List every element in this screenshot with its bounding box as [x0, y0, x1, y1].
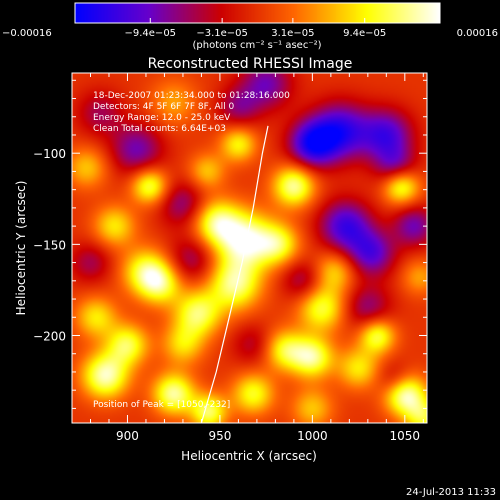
colorbar-tick-label: 3.1e−05	[271, 28, 314, 39]
colorbar-ticks: −0.00016 −9.4e−05 −3.1e−05 3.1e−05 9.4e−05 0.…	[2, 18, 498, 39]
y-tick-label: −150	[33, 238, 66, 252]
colorbar-frame	[74, 2, 441, 24]
y-tick-label: −200	[33, 330, 66, 344]
x-tick-label: 1000	[297, 429, 328, 443]
annotation-block: 18-Dec-2007 01:23:34.000 to 01:28:16.000…	[93, 91, 290, 134]
annotation-detectors: Detectors: 4F 5F 6F 7F 8F, All 0	[93, 102, 234, 112]
colorbar-tick-label: −0.00016	[2, 28, 52, 39]
colorbar-unit-label: (photons cm⁻² s⁻¹ asec⁻²)	[192, 40, 321, 51]
x-tick-label: 1050	[390, 429, 421, 443]
annotation-energy: Energy Range: 12.0 - 25.0 keV	[93, 113, 231, 123]
y-axis-label: Heliocentric Y (arcsec)	[14, 181, 28, 316]
colorbar-tick-label: −9.4e−05	[125, 28, 177, 39]
peak-position-label: Position of Peak = [1050,-232]	[93, 400, 230, 410]
x-tick-label: 900	[116, 429, 139, 443]
annotation-time: 18-Dec-2007 01:23:34.000 to 01:28:16.000	[93, 91, 290, 101]
colorbar-tick-label: −3.1e−05	[196, 28, 248, 39]
annotation-clean: Clean Total counts: 6.64E+03	[93, 124, 226, 134]
colorbar-tick-label: 9.4e−05	[343, 28, 386, 39]
plot-frame	[71, 72, 428, 424]
limb-curve	[200, 125, 269, 424]
y-tick-label: −100	[33, 147, 66, 161]
colorbar-gradient	[75, 3, 440, 23]
axis-ticks: 900 950 1000 1050 −100 −150 −200	[33, 73, 427, 443]
x-axis-label: Heliocentric X (arcsec)	[181, 449, 317, 463]
chart-title: Reconstructed RHESSI Image	[148, 56, 353, 72]
heatmap-image	[72, 73, 427, 423]
colorbar-tick-label: 0.00016	[457, 28, 498, 39]
x-tick-label: 950	[208, 429, 231, 443]
footer-timestamp: 24-Jul-2013 11:33	[406, 487, 496, 498]
